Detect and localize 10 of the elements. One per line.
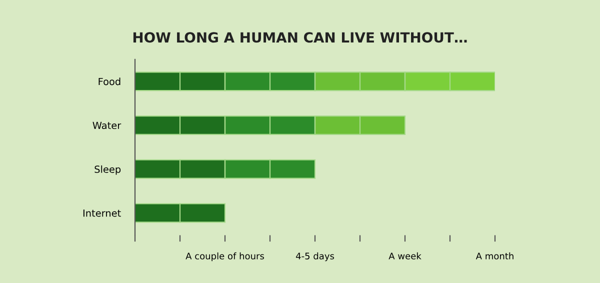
text: 4-5 days	[296, 252, 334, 262]
text: A month	[476, 252, 514, 260]
y-tick-label: Internet	[83, 210, 121, 217]
y-tick-label: Sleep	[94, 165, 121, 175]
y-tick-label: Water	[92, 122, 122, 130]
text: A week	[388, 252, 422, 260]
text: A couple of hours	[186, 252, 264, 262]
chart-title: HOW LONG A HUMAN CAN LIVE WITHOUT…	[133, 32, 467, 43]
bar	[135, 203, 226, 223]
y-tick-label: Food	[98, 78, 120, 86]
